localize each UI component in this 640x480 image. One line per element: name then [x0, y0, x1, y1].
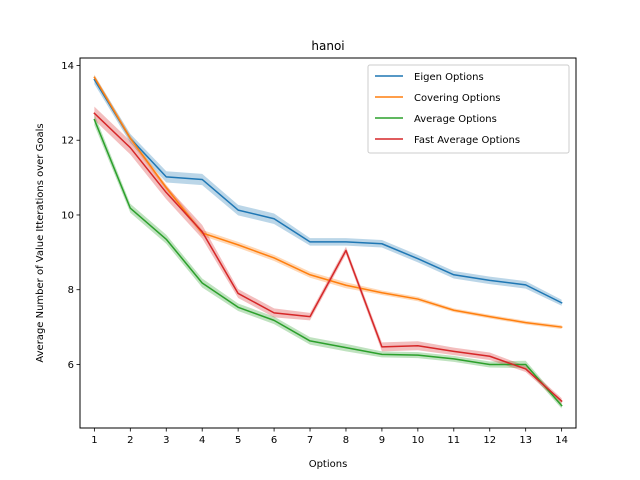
x-tick-label: 9 [379, 435, 385, 446]
x-tick-label: 8 [343, 435, 349, 446]
x-tick-label: 5 [235, 435, 241, 446]
fast-average-options-legend-label: Fast Average Options [414, 135, 520, 146]
x-tick-label: 7 [307, 435, 313, 446]
y-axis: 6 8 10 12 14 [61, 61, 80, 371]
x-tick-label: 12 [483, 435, 496, 446]
x-tick-label: 3 [163, 435, 169, 446]
covering-options-band [94, 74, 562, 329]
y-axis-label: Average Number of Value Itterations over… [35, 123, 46, 362]
x-tick-label: 1 [91, 435, 97, 446]
x-tick-label: 13 [519, 435, 532, 446]
average-options-band [94, 114, 562, 409]
eigen-options-line [93, 78, 563, 304]
eigen-options-band [94, 75, 562, 306]
x-tick-label: 11 [447, 435, 460, 446]
plot-frame [79, 57, 577, 429]
y-tick-label: 8 [68, 285, 74, 296]
covering-options-legend-label: Covering Options [414, 93, 501, 104]
x-tick-label: 14 [555, 435, 568, 446]
average-options-legend-label: Average Options [414, 114, 497, 125]
y-tick-label: 10 [61, 210, 74, 221]
y-tick-label: 14 [61, 61, 74, 72]
x-tick-label: 10 [411, 435, 424, 446]
confidence-bands [94, 74, 562, 409]
series-lines [93, 76, 563, 407]
fast-average-options-line [93, 112, 563, 403]
average-options-line [93, 118, 563, 407]
covering-options-line [93, 76, 563, 328]
y-tick-label: 12 [61, 136, 74, 147]
legend-box [367, 64, 570, 154]
x-tick-label: 2 [127, 435, 133, 446]
x-axis: 1 2 3 4 5 6 7 8 9 10 11 12 13 14 [91, 428, 568, 446]
x-axis-label: Options [309, 459, 348, 470]
legend: Eigen Options Covering Options Average Opt… [367, 64, 570, 154]
y-tick-label: 6 [68, 360, 74, 371]
x-tick-label: 4 [199, 435, 205, 446]
chart-title: hanoi [311, 39, 344, 53]
eigen-options-legend-label: Eigen Options [414, 72, 484, 83]
x-tick-label: 6 [271, 435, 277, 446]
